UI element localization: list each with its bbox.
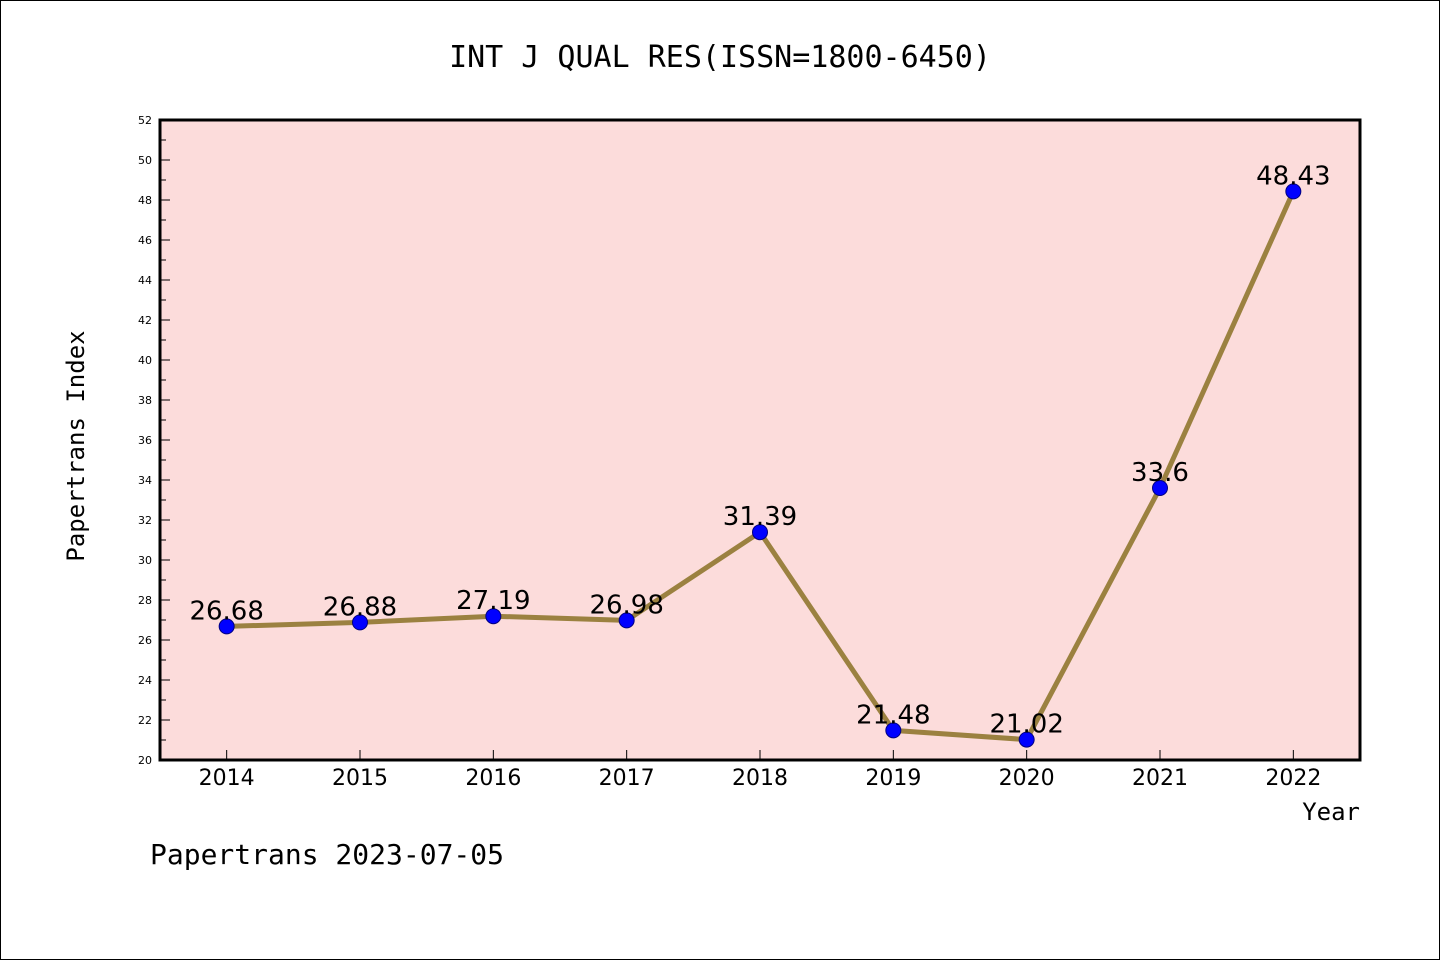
series-1 [218,183,1302,748]
data-label: 21.48 [856,700,930,730]
data-labels: 26.68 26.88 27.19 26.98 31.39 21.48 21.02 33.6 4… [189,161,1330,739]
y-tick-label: 38 [138,394,152,407]
plot-area [160,120,1360,760]
data-point [1285,183,1302,200]
x-tick-label: 2021 [1132,766,1188,791]
x-tick-label: 2020 [999,766,1055,791]
y-tick-label: 32 [138,514,152,527]
data-point [352,614,368,631]
x-tick-label: 2018 [732,766,788,791]
x-tick-label: 2022 [1265,766,1321,791]
y-axis-title: Papertrans Index [62,330,90,561]
y-tick-label: 42 [138,314,152,327]
y-axis: 20 22 24 26 28 30 32 34 36 38 40 42 44 46 48 50 52 [138,114,170,767]
y-tick-label: 50 [138,154,152,167]
x-tick-label: 2016 [465,766,521,791]
data-label: 27.19 [456,586,530,616]
chart-title: INT J QUAL RES(ISSN=1800-6450) [449,40,991,75]
y-tick-label: 24 [138,674,152,687]
data-point [752,524,768,541]
y-tick-label: 36 [138,434,152,447]
data-label: 21.02 [989,710,1063,740]
plot-border [158,118,1362,762]
x-tick-label: 2017 [599,766,655,791]
x-tick-label: 2019 [865,766,921,791]
y-tick-label: 22 [138,714,152,727]
data-label: 48.43 [1256,161,1330,191]
data-point [485,608,502,625]
data-label: 26.88 [323,592,397,622]
x-tick-label: 2014 [199,766,255,791]
footer-date: Papertrans 2023-07-05 [150,838,504,871]
y-tick-label: 44 [138,274,152,287]
y-tick-label: 48 [138,194,152,207]
x-axis: 2014 2015 2016 2017 2018 2019 2020 2021 2022 [199,750,1321,791]
data-point [1018,731,1035,748]
x-tick-label: 2015 [332,766,388,791]
y-tick-label: 46 [138,234,152,247]
y-tick-label: 52 [138,114,152,127]
x-axis-title: Year [1302,798,1360,826]
data-label: 26.68 [189,596,263,626]
y-tick-label: 34 [138,474,152,487]
y-tick-label: 30 [138,554,152,567]
y-tick-label: 28 [138,594,152,607]
y-tick-label: 40 [138,354,152,367]
data-point [1152,480,1168,496]
data-label: 31.39 [723,502,797,532]
data-point [618,612,635,629]
y-tick-label: 20 [138,754,152,767]
data-label: 26.98 [589,590,663,620]
data-point [885,722,902,739]
y-tick-label: 26 [138,634,152,647]
data-point [218,618,235,635]
data-label: 33.6 [1131,458,1189,488]
